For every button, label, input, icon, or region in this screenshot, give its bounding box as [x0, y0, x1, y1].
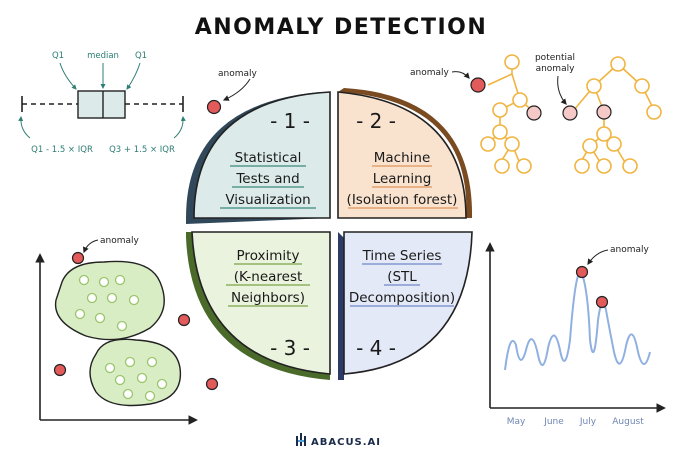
- brand-logo: ABACUS.AI: [296, 433, 381, 448]
- page-title: ANOMALY DETECTION: [195, 15, 488, 40]
- scatter-anomaly-4: [205, 377, 219, 391]
- quadrant-4-number: - 4 -: [356, 336, 396, 360]
- quadrant-1-line-2: Tests and: [235, 171, 299, 187]
- quadrant-3: [191, 231, 331, 375]
- quadrant-3-line-2: (K-nearest: [234, 269, 303, 285]
- cluster-2: [89, 338, 182, 407]
- quadrant-3-line-1: Proximity: [237, 248, 300, 264]
- month-label-june: June: [543, 417, 564, 427]
- knn-scatter: anomaly: [35, 236, 219, 425]
- month-label-august: August: [612, 417, 644, 427]
- tree-potential-label-1: potential: [535, 53, 575, 63]
- quadrant-1-number: - 1 -: [270, 109, 310, 133]
- series-anomaly-1: [575, 265, 589, 279]
- tree-potential-node-3: [596, 104, 612, 120]
- center-anomaly: anomaly: [206, 69, 258, 115]
- tree-potential-label-2: anomaly: [536, 64, 576, 74]
- quadrant-1-line-1: Statistical: [235, 150, 302, 166]
- anomaly-point: [206, 99, 222, 115]
- scatter-anomaly-3: [177, 313, 191, 327]
- month-label-may: May: [507, 417, 526, 427]
- tree-anomaly-label: anomaly: [410, 68, 450, 78]
- q1-left-label: Q1: [52, 51, 64, 61]
- tree-nodes: [480, 54, 662, 174]
- q1-right-label: Q1: [135, 51, 147, 61]
- center-anomaly-label: anomaly: [218, 69, 258, 79]
- tree-potential-node-1: [526, 105, 542, 121]
- quadrant-3-number: - 3 -: [270, 336, 310, 360]
- brand-name: ABACUS.AI: [311, 437, 381, 448]
- series-anomaly-label: anomaly: [610, 245, 650, 255]
- scatter-anomaly-label: anomaly: [100, 236, 140, 246]
- quadrant-2-line-1: Machine: [374, 150, 431, 166]
- quadrant-4-line-2: (STL: [387, 269, 417, 285]
- month-label-july: July: [579, 417, 597, 427]
- scatter-anomaly-2: [53, 363, 67, 377]
- quadrant-4-line-1: Time Series: [362, 248, 442, 264]
- scatter-anomaly-1: [71, 251, 85, 265]
- tree-anomaly-node: [470, 77, 486, 93]
- quadrant-2-number: - 2 -: [356, 109, 396, 133]
- series-line: [504, 271, 651, 371]
- series-anomaly-2: [595, 295, 609, 309]
- method-quadrants: - 1 - - 2 - - 3 - - 4 - Statistical Test…: [186, 88, 473, 380]
- median-label: median: [87, 51, 119, 61]
- box-plot: Q1 median Q1 Q1 - 1.5 × IQR Q3 + 1.5 × I…: [18, 51, 186, 155]
- quadrant-4-line-3: Decomposition): [349, 290, 455, 306]
- quadrant-4: [343, 231, 473, 375]
- quadrant-2: [337, 91, 467, 219]
- quadrant-1-line-3: Visualization: [225, 192, 310, 208]
- quadrant-3-line-3: Neighbors): [231, 290, 305, 306]
- time-series-plot: anomaly May June July August: [485, 242, 666, 427]
- quadrant-2-line-3: (Isolation forest): [347, 192, 458, 208]
- abacus-logo-icon: [296, 433, 306, 446]
- lower-fence-label: Q1 - 1.5 × IQR: [31, 145, 93, 155]
- iqr-box: [77, 90, 126, 119]
- quadrant-2-line-2: Learning: [373, 171, 432, 187]
- upper-fence-label: Q3 + 1.5 × IQR: [109, 145, 175, 155]
- tree-potential-node-2: [562, 105, 578, 121]
